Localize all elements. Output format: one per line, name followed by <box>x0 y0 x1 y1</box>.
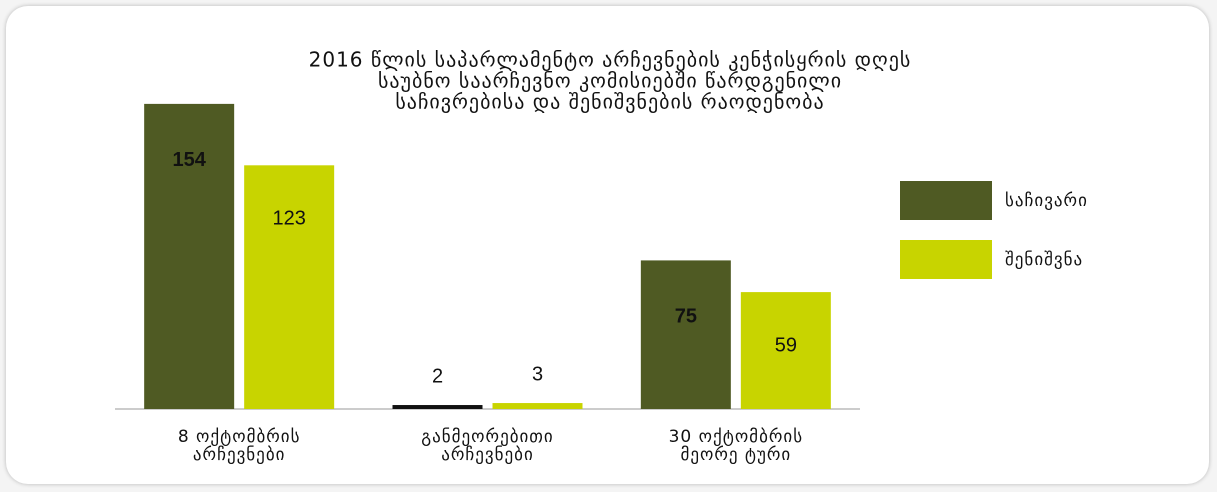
bar <box>640 260 731 409</box>
bar <box>392 405 483 409</box>
bar <box>740 292 831 409</box>
chart-title: 2016 წლის საპარლამენტო არჩევნების კენჭის… <box>309 48 912 72</box>
legend-label: შენიშვნა <box>1005 250 1083 270</box>
chart-title: საუბნო საარჩევნო კომისიებში წარდგენილი <box>378 69 842 93</box>
bar <box>144 103 235 409</box>
bar <box>244 165 335 409</box>
value-label: 59 <box>775 334 797 356</box>
chart-title: საჩივრებისა და შენიშვნების რაოდენობა <box>395 90 824 114</box>
legend-swatch <box>900 240 992 279</box>
value-label: 2 <box>432 365 443 387</box>
value-label: 75 <box>675 306 697 328</box>
value-label: 3 <box>532 363 543 385</box>
value-label: 123 <box>272 208 305 230</box>
legend-label: საჩივარი <box>1005 191 1088 211</box>
x-tick-label: არჩევნები <box>441 445 534 465</box>
x-tick-label: არჩევნები <box>193 445 286 465</box>
x-tick-label: მეორე ტური <box>680 445 791 465</box>
x-tick-label: 8 ოქტომბრის <box>178 427 301 447</box>
bar <box>492 403 583 409</box>
value-label: 154 <box>172 149 206 171</box>
x-tick-label: 30 ოქტომბრის <box>669 427 804 447</box>
x-tick-label: განმეორებითი <box>421 427 553 447</box>
legend-swatch <box>900 181 992 220</box>
